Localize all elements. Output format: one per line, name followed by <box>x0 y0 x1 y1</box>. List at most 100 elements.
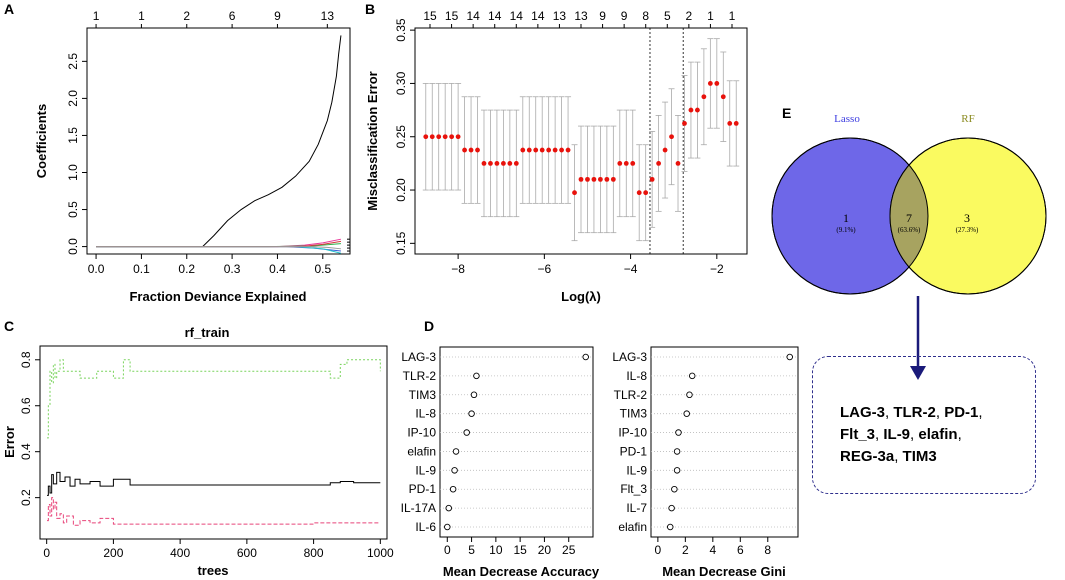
cv-point <box>604 176 610 182</box>
cv-point <box>695 107 700 113</box>
importance-point <box>786 353 794 361</box>
panel-a-frame <box>86 27 351 255</box>
top-tick-label: 14 <box>510 9 524 23</box>
importance-point <box>673 467 681 474</box>
y-tick-label: 0.25 <box>394 125 408 149</box>
top-tick-label: 1 <box>707 9 714 23</box>
x-tick-label: 0 <box>444 543 451 557</box>
gene-item: elafin <box>918 426 958 443</box>
variable-label: TLR-2 <box>403 369 437 383</box>
top-tick-label: 9 <box>599 9 606 23</box>
cv-point <box>649 176 655 182</box>
variable-label: IL-8 <box>415 407 436 421</box>
cv-point <box>610 176 616 182</box>
panel-label-e: E <box>782 105 791 121</box>
top-tick-label: 1 <box>93 9 100 23</box>
x-tick-label: 0 <box>655 543 662 557</box>
variable-label: TIM3 <box>409 388 437 402</box>
y-tick-label: 0.20 <box>394 178 408 202</box>
cv-point <box>636 190 642 196</box>
cv-point <box>507 160 513 166</box>
gene-item: TLR-2 <box>893 404 936 421</box>
importance-point <box>468 410 475 417</box>
x-tick-label: 0 <box>43 546 50 560</box>
cv-point <box>688 107 694 113</box>
top-tick-label: 9 <box>621 9 628 23</box>
x-tick-label: 15 <box>513 543 527 557</box>
gene-item: LAG-3 <box>840 404 885 421</box>
cv-point <box>572 190 577 196</box>
panel-label-c: C <box>4 318 14 334</box>
coef-path-c5 <box>96 246 342 254</box>
cv-point <box>675 160 681 166</box>
gene-item: PD-1 <box>944 404 979 421</box>
cv-point <box>643 190 649 196</box>
venn-label-lasso: Lasso <box>834 113 860 125</box>
y-tick-label: 2.5 <box>66 53 80 70</box>
importance-point <box>666 523 674 531</box>
variable-label: PD-1 <box>620 444 648 458</box>
importance-point <box>473 372 480 380</box>
cv-point <box>707 81 713 86</box>
cv-point <box>494 160 500 166</box>
variable-label: IL-8 <box>626 369 647 383</box>
panel-d: D 0 5 10 15 20 25LAG-3TLR-2TIM3IL-8IP-10elafi… <box>401 318 799 579</box>
variable-label: PD-1 <box>409 482 437 496</box>
y-tick-label: 0.2 <box>19 489 33 506</box>
cv-point <box>462 147 467 153</box>
cv-point <box>585 176 590 182</box>
cv-point <box>552 147 558 153</box>
top-tick-label: 13 <box>321 9 335 23</box>
importance-point <box>470 391 478 399</box>
importance-point <box>675 429 682 436</box>
importance-point <box>451 467 458 474</box>
error-line-OOB <box>47 471 381 496</box>
gene-item: Flt_3 <box>840 426 876 443</box>
error-line-class2 <box>47 359 381 439</box>
cv-point <box>513 160 519 166</box>
variable-label: LAG-3 <box>612 350 647 364</box>
x-tick-label: 400 <box>170 546 190 560</box>
cv-point <box>546 147 552 153</box>
x-tick-label: 0.1 <box>133 262 150 276</box>
importance-point <box>688 372 696 380</box>
gene-item: TIM3 <box>902 448 937 465</box>
panel-label-b: B <box>365 1 375 17</box>
error-line-class1 <box>47 497 381 526</box>
coef-path-c2 <box>96 238 342 248</box>
panel-d1-frame <box>439 346 594 538</box>
x-tick-label: 0.2 <box>178 262 195 276</box>
y-tick-label: 0.4 <box>19 443 33 460</box>
x-tick-label: −4 <box>624 262 638 276</box>
cv-point <box>455 134 461 140</box>
top-tick-label: 1 <box>729 9 736 23</box>
importance-point <box>582 353 589 361</box>
cv-point <box>565 147 571 153</box>
cv-point <box>423 134 429 140</box>
venn-pct-rf: (27.3%) <box>956 226 979 234</box>
panel-label-d: D <box>424 318 434 334</box>
cv-point <box>429 134 435 140</box>
x-tick-label: 800 <box>304 546 324 560</box>
cv-point <box>539 147 545 153</box>
panel-c-title: rf_train <box>185 325 230 340</box>
venn-pct-overlap: (63.6%) <box>898 226 921 234</box>
panel-c-xlabel: trees <box>197 563 228 578</box>
top-tick-label: 5 <box>664 9 671 23</box>
coef-path-c7 <box>96 246 341 250</box>
y-tick-label: 0.30 <box>394 71 408 95</box>
cv-point <box>578 176 584 182</box>
cv-point <box>475 147 480 153</box>
panel-b-xlabel: Log(λ) <box>561 289 601 304</box>
x-tick-label: 600 <box>237 546 257 560</box>
cv-point <box>720 94 726 100</box>
venn-count-lasso: 1 <box>843 211 849 225</box>
x-tick-label: 25 <box>562 543 576 557</box>
y-tick-label: 2.0 <box>66 90 80 107</box>
variable-label: IP-10 <box>407 426 436 440</box>
panel-e: E Lasso RF 1 (9.1%) 7 (63.6%) 3 (27.3%) <box>771 105 1047 380</box>
top-tick-label: 14 <box>466 9 480 23</box>
variable-label: IL-9 <box>626 463 647 477</box>
y-tick-label: 0.35 <box>394 18 408 42</box>
